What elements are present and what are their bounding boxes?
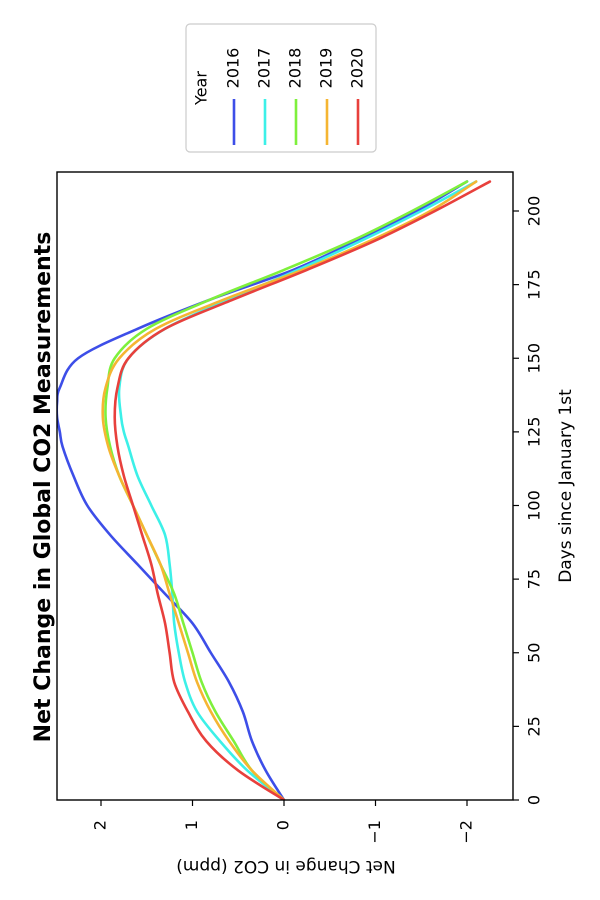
y-tick-label: −1 (365, 820, 384, 844)
x-tick-label: 100 (525, 490, 544, 521)
y-tick-label: 0 (274, 820, 293, 830)
plot-layer (57, 180, 492, 800)
x-axis-label: Days since January 1st (556, 389, 576, 583)
legend: Year 2016 2017 2018 2019 2020 (185, 23, 377, 153)
x-tick-label: 200 (525, 196, 544, 227)
x-tick-label: 0 (525, 795, 544, 805)
series-line-2016 (57, 180, 469, 800)
x-tick-label: 150 (525, 343, 544, 374)
x-tick-label: 75 (525, 569, 544, 589)
legend-title: Year (192, 71, 211, 106)
chart-title: Net Change in Global CO2 Measurements (31, 232, 56, 743)
x-tick-label: 25 (525, 716, 544, 736)
legend-label-2016: 2016 (224, 48, 243, 89)
y-tick-label: 2 (91, 820, 110, 830)
x-tick-label: 50 (525, 643, 544, 663)
series-line-2020 (113, 180, 492, 800)
ticks-layer: 0 25 50 75 100 125 150 175 200 2 1 0 −1 −2 (91, 196, 544, 844)
y-axis-label: Net Change in CO2 (ppm) (176, 856, 396, 876)
plot-frame (56, 171, 514, 801)
legend-label-2019: 2019 (317, 48, 336, 89)
y-tick-label: −2 (457, 820, 476, 844)
series-line-2019 (101, 180, 478, 800)
legend-label-2018: 2018 (286, 48, 305, 89)
y-tick-label: 1 (182, 820, 201, 830)
x-tick-label: 125 (525, 417, 544, 448)
legend-label-2017: 2017 (255, 48, 274, 89)
legend-label-2020: 2020 (348, 48, 367, 89)
x-tick-label: 175 (525, 269, 544, 300)
